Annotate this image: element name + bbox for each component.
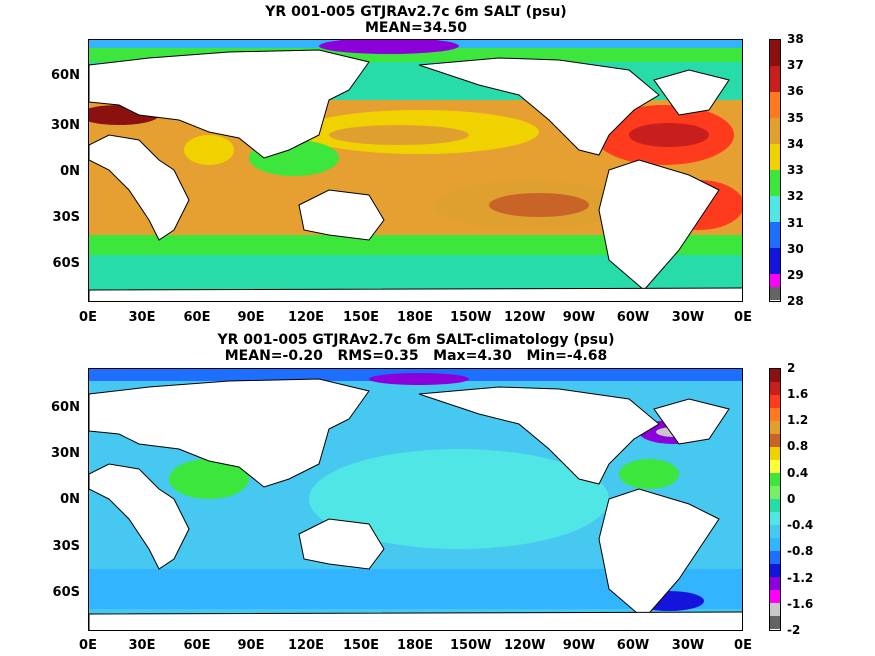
panel2-colorbar-label: 0.4	[787, 466, 809, 480]
panel2-xlabel: 0E	[79, 638, 97, 653]
panel1-ylabel-0n: 0N	[60, 164, 80, 179]
panel1-map	[88, 39, 743, 302]
panel1-xlabel: 90W	[562, 310, 596, 325]
panel2-xlabel: 0E	[734, 638, 752, 653]
panel1-title: YR 001-005 GTJRAv2.7c 6m SALT (psu)	[265, 4, 567, 20]
panel2-xlabel: 30W	[671, 638, 705, 653]
panel2-colorbar-label: -0.4	[787, 518, 814, 532]
panel1-xlabel: 60E	[183, 310, 211, 325]
panel1-colorbar-label: 35	[787, 111, 804, 125]
panel1-ylabel-30n: 30N	[51, 118, 80, 133]
panel2-xlabel: 60W	[616, 638, 650, 653]
panel2-ylabel-30n: 30N	[51, 446, 80, 461]
panel2-colorbar-label: 0	[787, 492, 796, 506]
panel2-colorbar-label: -1.2	[787, 571, 814, 585]
panel2-subtitle: MEAN=-0.20 RMS=0.35 Max=4.30 Min=-4.68	[224, 348, 608, 364]
panel1-xlabel: 30E	[128, 310, 156, 325]
panel1-ylabel-30s: 30S	[52, 210, 80, 225]
panel1-colorbar-label: 38	[787, 32, 804, 46]
panel2-ylabel-30s: 30S	[52, 539, 80, 554]
panel1-colorbar-label: 28	[787, 294, 804, 308]
panel1-colorbar-label: 29	[787, 268, 804, 282]
panel1-ylabel-60s: 60S	[52, 256, 80, 271]
panel1-colorbar-label: 32	[787, 189, 804, 203]
panel2-colorbar-label: 1.2	[787, 413, 809, 427]
panel1-xlabel: 60W	[616, 310, 650, 325]
panel1-xlabel: 150E	[342, 310, 380, 325]
panel1-xlabel: 180E	[396, 310, 434, 325]
panel2-ylabel-0n: 0N	[60, 492, 80, 507]
panel2-xlabel: 150E	[342, 638, 380, 653]
panel1-xlabel: 0E	[79, 310, 97, 325]
panel1-subtitle: MEAN=34.50	[364, 20, 468, 36]
panel1-colorbar-label: 36	[787, 84, 804, 98]
panel2-colorbar-label: -2	[787, 623, 801, 637]
panel2-map	[88, 368, 743, 631]
panel2-xlabel: 120E	[287, 638, 325, 653]
panel2-colorbar-label: 0.8	[787, 439, 809, 453]
panel2-ylabel-60s: 60S	[52, 585, 80, 600]
panel1-xlabel: 150W	[450, 310, 492, 325]
panel1-xlabel: 90E	[237, 310, 265, 325]
panel1-xlabel: 120W	[504, 310, 546, 325]
panel2-colorbar	[769, 368, 781, 631]
panel2-colorbar-label: 2	[787, 361, 796, 375]
panel1-colorbar-label: 34	[787, 137, 804, 151]
panel1-colorbar-label: 37	[787, 58, 804, 72]
panel1-colorbar	[769, 39, 781, 302]
panel2-colorbar-label: -0.8	[787, 544, 814, 558]
panel2-xlabel: 90E	[237, 638, 265, 653]
panel2-xlabel: 150W	[450, 638, 492, 653]
panel1-colorbar-label: 31	[787, 216, 804, 230]
panel1-xlabel: 120E	[287, 310, 325, 325]
panel2-xlabel: 60E	[183, 638, 211, 653]
panel2-xlabel: 180E	[396, 638, 434, 653]
panel2-xlabel: 120W	[504, 638, 546, 653]
panel2-colorbar-label: -1.6	[787, 597, 814, 611]
panel2-colorbar-label: 1.6	[787, 387, 809, 401]
panel1-colorbar-label: 33	[787, 163, 804, 177]
panel2-ylabel-60n: 60N	[51, 400, 80, 415]
panel2-title: YR 001-005 GTJRAv2.7c 6m SALT-climatolog…	[217, 332, 615, 348]
panel1-xlabel: 0E	[734, 310, 752, 325]
panel2-xlabel: 90W	[562, 638, 596, 653]
panel1-ylabel-60n: 60N	[51, 68, 80, 83]
panel1-xlabel: 30W	[671, 310, 705, 325]
panel2-xlabel: 30E	[128, 638, 156, 653]
panel1-colorbar-label: 30	[787, 242, 804, 256]
